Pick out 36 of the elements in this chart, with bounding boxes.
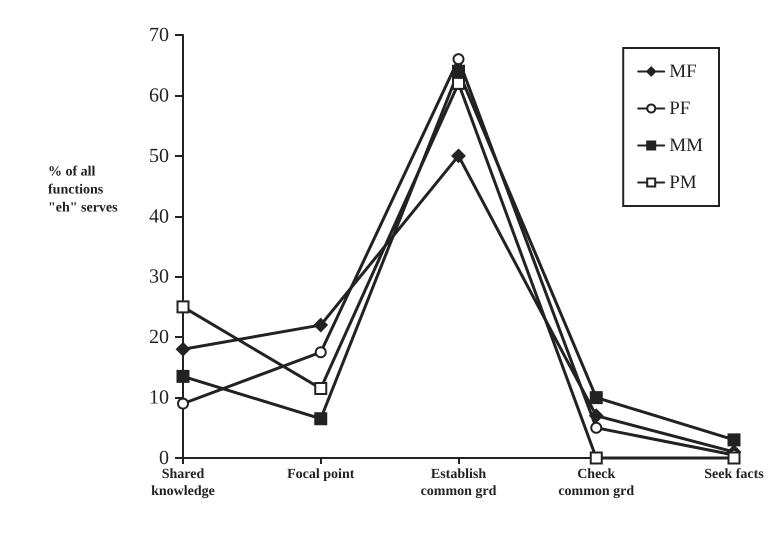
point (590, 391, 603, 404)
legend-label: PM (669, 172, 697, 193)
point (452, 76, 465, 90)
y-tick-label: 60 (149, 84, 169, 106)
legend-label: PF (669, 98, 690, 119)
point (590, 422, 602, 434)
point (176, 370, 190, 383)
y-tick-label: 30 (149, 266, 169, 288)
point (176, 300, 190, 314)
x-tick-label: Check common grd (558, 467, 634, 499)
y-axis-title: % of all functions "eh" serves (48, 164, 118, 216)
point (314, 412, 328, 426)
point (452, 53, 464, 66)
point (314, 382, 328, 396)
x-tick-label: Focal point (287, 467, 355, 482)
x-tick-label: Establish common grd (420, 467, 497, 499)
y-tick-label: 50 (149, 144, 169, 167)
y-tick-label: 10 (149, 386, 169, 409)
y-tick-label: 0 (159, 447, 169, 469)
point (314, 346, 327, 358)
legend-label: MF (669, 61, 697, 82)
point (176, 342, 190, 356)
point (452, 148, 466, 163)
point (314, 318, 328, 332)
legend-label: MM (669, 135, 704, 156)
point (728, 433, 740, 446)
point (589, 408, 604, 423)
x-tick-label: Shared knowledge (151, 467, 215, 499)
point (590, 452, 603, 464)
point (728, 452, 740, 464)
y-tick-label: 40 (149, 205, 169, 228)
y-tick-label: 70 (149, 24, 169, 46)
x-tick-label: Seek facts (704, 467, 764, 482)
point (177, 398, 189, 410)
point (452, 64, 465, 78)
y-tick-label: 20 (149, 326, 169, 348)
